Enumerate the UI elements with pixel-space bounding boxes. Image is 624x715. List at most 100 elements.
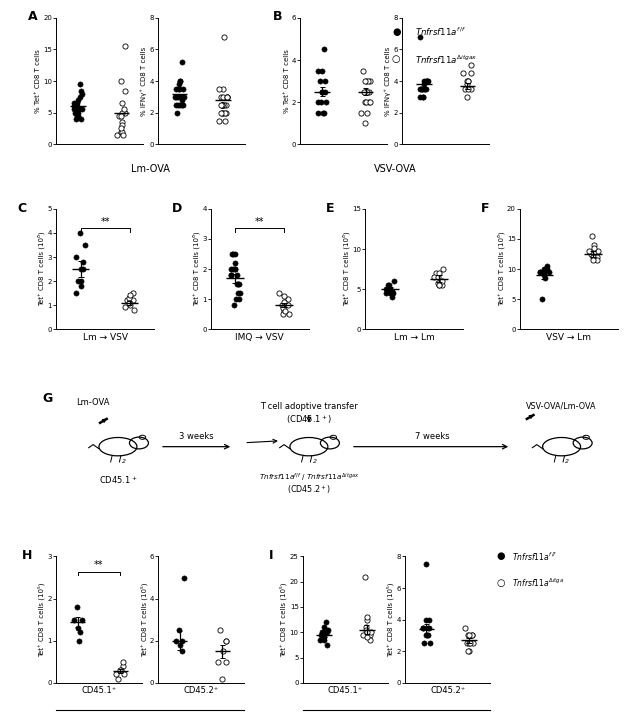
Point — [437, 275, 447, 287]
Point — [71, 287, 81, 299]
Point — [69, 97, 79, 109]
Point — [112, 129, 122, 140]
Point — [363, 75, 373, 87]
Point — [462, 83, 472, 94]
Point — [76, 275, 86, 287]
Point — [422, 75, 432, 87]
Point — [74, 275, 84, 287]
Point — [275, 287, 285, 299]
Point — [177, 635, 187, 646]
Point — [72, 101, 82, 112]
Point — [424, 622, 434, 633]
Point — [466, 83, 475, 94]
Point — [222, 107, 232, 119]
X-axis label: VSV → Lm: VSV → Lm — [547, 333, 592, 342]
Text: E: E — [326, 202, 334, 214]
Point — [415, 91, 425, 102]
Point — [218, 107, 228, 119]
Point — [177, 646, 187, 657]
Point — [76, 263, 85, 275]
Point — [316, 86, 326, 97]
X-axis label: Lm → Lm: Lm → Lm — [394, 333, 435, 342]
Point — [175, 75, 185, 87]
Point — [115, 664, 125, 676]
Text: (CD45.2$^+$): (CD45.2$^+$) — [287, 483, 331, 495]
Point — [321, 624, 331, 636]
Point — [361, 86, 371, 97]
Point — [592, 251, 602, 262]
Point — [463, 646, 473, 657]
Point — [417, 83, 427, 94]
Point — [217, 107, 227, 119]
Point — [429, 271, 439, 282]
Point — [467, 630, 477, 641]
Point — [117, 119, 127, 131]
Point — [586, 248, 596, 260]
Point — [116, 126, 126, 137]
Point — [433, 271, 443, 282]
Point — [222, 91, 232, 102]
Point — [75, 626, 85, 638]
Point — [77, 88, 87, 99]
Point — [415, 83, 425, 94]
Point — [385, 287, 395, 299]
Point — [171, 83, 181, 94]
Point — [217, 99, 227, 111]
Text: VSV-OVA: VSV-OVA — [373, 164, 416, 174]
Text: T cell adoptive transfer: T cell adoptive transfer — [260, 402, 358, 410]
Point — [74, 635, 84, 646]
Point — [218, 646, 228, 657]
Point — [231, 293, 241, 305]
Point — [233, 287, 243, 299]
Point — [74, 104, 84, 115]
Point — [415, 31, 425, 43]
Point — [417, 622, 427, 633]
Point — [128, 295, 138, 306]
Point — [388, 287, 397, 299]
Point — [178, 91, 188, 102]
Point — [542, 260, 552, 272]
Point — [588, 240, 598, 251]
Point — [423, 75, 433, 87]
Point — [317, 86, 327, 97]
Point — [365, 75, 375, 87]
Point — [174, 79, 184, 90]
Point — [120, 85, 130, 97]
Text: $\it{Tnfrsf11a}$$^{\Delta itga}$: $\it{Tnfrsf11a}$$^{\Delta itga}$ — [512, 577, 564, 589]
Point — [280, 290, 290, 302]
Point — [313, 65, 323, 77]
Point — [313, 97, 323, 108]
Point — [73, 94, 83, 106]
Point — [218, 91, 228, 102]
Point — [361, 621, 371, 633]
Point — [363, 626, 373, 638]
Y-axis label: Tet⁺ CD8 T cells (10⁶): Tet⁺ CD8 T cells (10⁶) — [343, 232, 350, 306]
Point — [73, 107, 83, 119]
Point — [119, 669, 129, 680]
Point — [117, 97, 127, 109]
Point — [433, 277, 443, 288]
Point — [220, 115, 230, 127]
Point — [114, 110, 124, 122]
Point — [235, 293, 245, 305]
Point — [318, 107, 328, 119]
Point — [464, 630, 474, 641]
Point — [467, 630, 477, 641]
Point — [280, 305, 290, 317]
Point — [421, 83, 431, 94]
Point — [358, 629, 368, 641]
Point — [173, 91, 183, 102]
Point — [234, 278, 244, 290]
Point — [424, 614, 434, 626]
Point — [419, 75, 429, 87]
Point — [544, 266, 554, 277]
Point — [216, 91, 226, 102]
Point — [535, 266, 545, 277]
Point — [462, 638, 472, 649]
Point — [434, 280, 444, 291]
Point — [220, 107, 230, 119]
Y-axis label: % Tet⁺ CD8 T cells: % Tet⁺ CD8 T cells — [35, 49, 41, 113]
Point — [466, 59, 475, 71]
Point — [464, 630, 474, 641]
Point — [78, 263, 88, 275]
